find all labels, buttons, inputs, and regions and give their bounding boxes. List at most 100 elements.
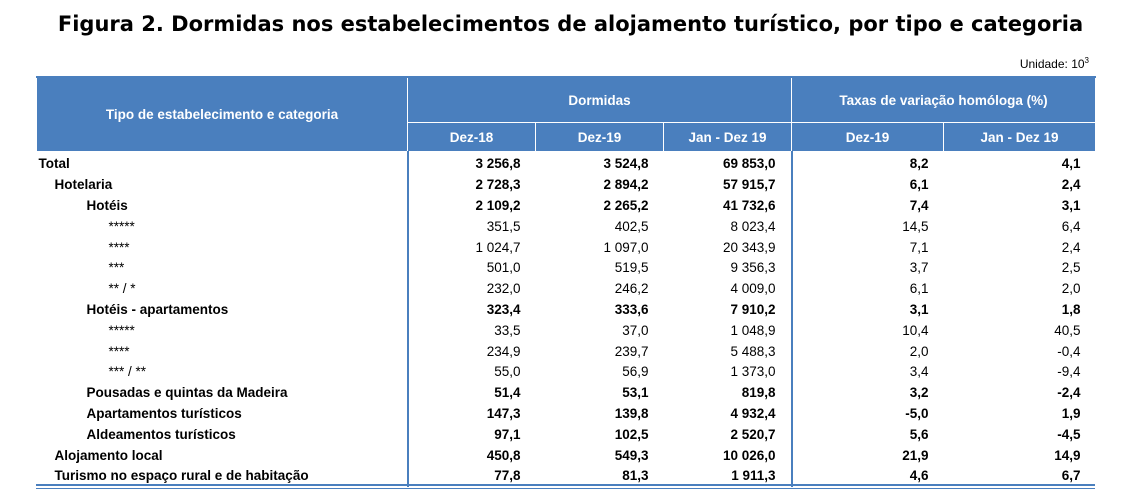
table-cell: -9,4: [1057, 364, 1081, 380]
table-cell: 4 932,4: [730, 405, 776, 421]
table-cell: 402,5: [614, 218, 649, 234]
table-cell: 2 728,3: [406, 174, 536, 196]
table-cell: 56,9: [622, 364, 649, 380]
table-row: Total 3 256,8 3 524,8 69 853,0 8,2 4,1: [37, 151, 1096, 175]
table-row: **** 1 024,7 1 097,0 20 343,9 7,1 2,4: [37, 237, 1096, 258]
table-cell: 14,9: [1054, 447, 1081, 463]
table-row: ***** 351,5 402,5 8 023,4 14,5 6,4: [37, 216, 1096, 238]
table-cell: 97,1: [406, 424, 536, 446]
table-cell: 77,8: [406, 465, 536, 487]
table-cell: 1 373,0: [730, 364, 776, 380]
table-cell: 549,3: [614, 447, 649, 463]
table-cell: 14,5: [790, 216, 944, 238]
row-label: Turismo no espaço rural e de habitação: [54, 468, 309, 484]
row-label-header: Tipo de estabelecimento e categoria: [36, 76, 408, 152]
row-label: *** / **: [108, 364, 147, 380]
table-cell: 2,4: [1061, 177, 1081, 193]
table-cell: 7,4: [790, 195, 944, 217]
table-row: Aldeamentos turísticos 97,1 102,5 2 520,7 5,…: [37, 424, 1096, 446]
table-cell: 1 048,9: [730, 322, 776, 338]
table-cell: 450,8: [406, 445, 536, 466]
table-cell: 4,1: [1061, 156, 1081, 172]
data-table: Tipo de estabelecimento e categoria Dorm…: [36, 76, 1097, 487]
table-cell: 69 853,0: [722, 156, 776, 172]
table-cell: 37,0: [622, 322, 649, 338]
table-cell: 8,2: [790, 151, 944, 175]
table-header: Tipo de estabelecimento e categoria Dorm…: [36, 76, 1097, 152]
table-cell: 7 910,2: [730, 301, 776, 317]
table-cell: 333,6: [614, 301, 649, 317]
table-cell: 1 024,7: [406, 237, 536, 258]
table-cell: 51,4: [406, 382, 536, 404]
row-label: Hotéis: [86, 197, 128, 213]
table-cell: 232,0: [406, 278, 536, 300]
table-cell: -4,5: [1057, 426, 1081, 442]
table-cell: 139,8: [614, 405, 649, 421]
row-label: Hotelaria: [54, 177, 113, 193]
table-cell: 81,3: [622, 468, 649, 484]
table-cell: 20 343,9: [722, 239, 776, 255]
group-header-taxas: Taxas de variação homóloga (%): [790, 76, 1097, 123]
page-title: Figura 2. Dormidas nos estabelecimentos …: [57, 12, 1084, 36]
table-row: Pousadas e quintas da Madeira 51,4 53,1 819…: [37, 382, 1096, 404]
row-label: ****: [108, 239, 130, 255]
table-row: **** 234,9 239,7 5 488,3 2,0 -0,4: [37, 341, 1096, 362]
table-row: ***** 33,5 37,0 1 048,9 10,4 40,5: [37, 320, 1096, 342]
table-row: *** 501,0 519,5 9 356,3 3,7 2,5: [37, 257, 1096, 279]
table-cell: -2,4: [1057, 385, 1081, 401]
table-cell: 2,5: [1061, 260, 1081, 276]
table-cell: 1 911,3: [731, 468, 776, 484]
unit-label: Unidade: 10: [1019, 57, 1085, 71]
table-cell: 2,0: [1061, 281, 1081, 297]
table-row: Alojamento local 450,8 549,3 10 026,0 21,9 14…: [37, 445, 1096, 466]
row-label: Pousadas e quintas da Madeira: [86, 385, 288, 401]
table-cell: 4 009,0: [730, 281, 776, 297]
row-label: *****: [108, 218, 135, 234]
table-cell: 519,5: [614, 260, 649, 276]
table-cell: 2 109,2: [406, 195, 536, 217]
table-cell: 10 026,0: [722, 447, 776, 463]
table-cell: 6,1: [790, 174, 944, 196]
row-label: *****: [108, 322, 135, 338]
table-cell: 5 488,3: [730, 343, 776, 359]
table-cell: 8 023,4: [730, 218, 776, 234]
row-label: Total: [38, 156, 70, 172]
table-cell: 2,0: [790, 341, 944, 362]
table-cell: -0,4: [1057, 343, 1081, 359]
unit-exponent: 3: [1084, 56, 1089, 65]
table-cell: 246,2: [614, 281, 649, 297]
row-label: Hotéis - apartamentos: [86, 301, 229, 317]
table-cell: 4,6: [790, 465, 944, 487]
table-cell: 351,5: [406, 216, 536, 238]
table-cell: 3,7: [790, 257, 944, 279]
table-body: Total 3 256,8 3 524,8 69 853,0 8,2 4,1 Hotelar…: [37, 151, 1096, 487]
table-cell: 55,0: [406, 361, 536, 383]
row-label: Apartamentos turísticos: [86, 405, 242, 421]
table-cell: 2 265,2: [603, 197, 649, 213]
table-cell: 57 915,7: [722, 177, 776, 193]
table-cell: 1,8: [1061, 301, 1081, 317]
table-cell: 21,9: [790, 445, 944, 466]
table-cell: 2 894,2: [603, 177, 649, 193]
unit-note: Unidade: 103: [1020, 56, 1089, 71]
table-cell: 40,5: [1054, 322, 1081, 338]
table-cell: 2,4: [1061, 239, 1081, 255]
column-header: Dez-19: [535, 122, 664, 152]
table-cell: 33,5: [406, 320, 536, 342]
table-cell: 2 520,7: [730, 426, 776, 442]
table-cell: 7,1: [790, 237, 944, 258]
table-cell: 41 732,6: [722, 197, 776, 213]
group-header-dormidas: Dormidas: [407, 76, 792, 123]
row-label: ** / *: [108, 281, 136, 297]
table-cell: -5,0: [790, 403, 944, 425]
table-cell: 3,1: [1061, 197, 1081, 213]
row-label: Alojamento local: [54, 447, 163, 463]
table-cell: 9 356,3: [730, 260, 776, 276]
table-row: ** / * 232,0 246,2 4 009,0 6,1 2,0: [37, 278, 1096, 300]
table-cell: 147,3: [406, 403, 536, 425]
table-row: *** / ** 55,0 56,9 1 373,0 3,4 -9,4: [37, 361, 1096, 383]
row-label: Aldeamentos turísticos: [86, 426, 236, 442]
table-cell: 239,7: [614, 343, 649, 359]
table-cell: 1,9: [1061, 405, 1081, 421]
column-header: Dez-18: [407, 122, 536, 152]
